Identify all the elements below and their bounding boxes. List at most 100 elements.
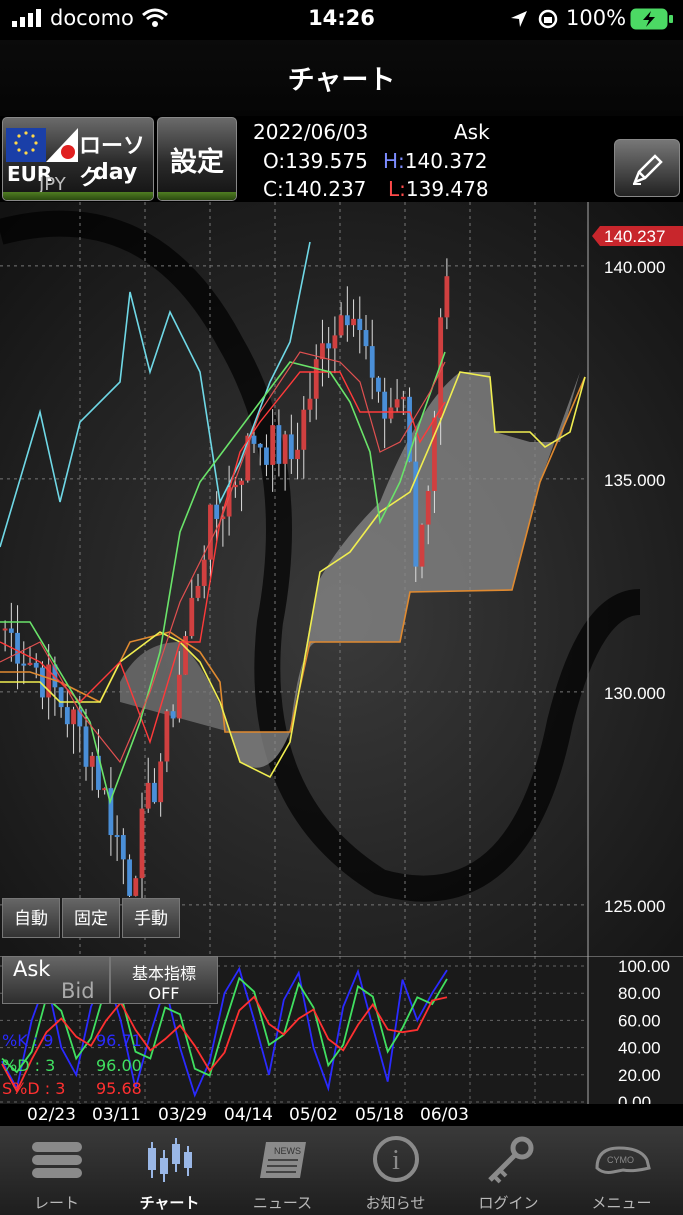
candle-body [407,396,412,462]
price-chart[interactable]: 140.237 140.000 135.000 130.000 125.000 [0,202,683,956]
candle-body [108,788,114,836]
tab-chart[interactable]: チャート [113,1126,226,1215]
chart-type-label: ローソク [79,134,146,191]
candle-body [120,835,126,860]
ask-label: Ask [13,957,51,981]
candle-body [307,398,313,410]
candle-body [21,663,27,666]
candle-body [351,318,356,326]
candle-body [295,449,300,460]
indicator-line [0,371,446,745]
candle-body [183,636,188,675]
candle-body [444,276,450,318]
fixed-scale-button[interactable]: 固定 [62,898,120,938]
date-tick: 03/29 [158,1105,207,1125]
stoch-k-value: 96.71 [96,1031,142,1050]
candle-body [58,687,64,708]
low-label: L: [388,177,406,201]
tab-news[interactable]: NEWS ニュース [226,1126,339,1215]
candle-body [77,709,83,727]
candle-body [127,859,132,896]
tab-label: ログイン [478,1194,539,1212]
rotation-lock-icon [537,9,559,29]
ask-bid-toggle[interactable]: Ask Bid [2,956,110,1004]
tab-login[interactable]: ログイン [452,1126,565,1215]
manual-scale-button[interactable]: 手動 [122,898,180,938]
tab-bar [0,1126,683,1215]
stoch-tick: 20.00 [618,1066,661,1085]
stoch-d-value: 96.00 [96,1056,142,1075]
price-tick: 125.000 [604,897,665,916]
date-tick: 06/03 [420,1105,469,1125]
tab-label: チャート [139,1194,200,1212]
nav-bar [0,40,683,116]
tab-info[interactable]: i お知らせ [339,1126,452,1215]
candle-body [201,559,207,586]
open-value: 139.575 [285,149,368,173]
high-label: H: [383,149,405,173]
candle-body [320,343,325,360]
current-price-badge: 140.237 [592,226,683,246]
candle-body [195,585,201,598]
settings-button[interactable]: 設定 [157,117,237,201]
cloud-area [230,372,580,768]
tab-menu[interactable]: CYMO メニュー [565,1126,678,1215]
candle-body [40,667,45,698]
indicator-line [0,351,446,764]
candle-body [158,761,164,803]
candle-body [264,447,269,465]
stoch-tick: 0.00 [618,1093,651,1106]
candle-body [376,377,381,392]
candle-body [114,835,120,838]
stoch-sd-value: 95.68 [96,1079,142,1098]
location-icon [510,10,528,28]
tab-label: メニュー [591,1194,652,1212]
stoch-axis: 100.00 80.00 60.00 40.00 20.00 0.00 [618,957,670,1106]
candle-body [176,674,182,719]
draw-tool-button[interactable] [614,139,680,197]
candle-body [338,315,344,336]
price-tick: 130.000 [604,684,665,703]
battery-icon [630,8,674,30]
date-tick: 05/02 [289,1105,338,1125]
candle-body [27,662,33,666]
current-price: 140.237 [604,227,665,246]
candle-body [96,755,101,790]
stoch-line [1,995,448,1094]
date-tick: 05/18 [355,1105,404,1125]
tab-rate[interactable]: レート [0,1126,113,1215]
indicator-line [0,241,311,548]
candle-body [208,504,213,560]
auto-scale-button[interactable]: 自動 [2,898,60,938]
candle-body [46,664,52,698]
candle-body [425,490,431,525]
candle-body [145,782,151,809]
stoch-tick: 40.00 [618,1039,661,1058]
battery-percent: 100% [566,6,627,30]
candle-body [152,782,157,803]
candle-body [400,396,406,400]
key-icon [488,1136,534,1184]
candle-body [419,524,425,567]
candle-body [432,417,437,491]
price-tick: 135.000 [604,471,665,490]
bid-label: Bid [61,979,95,1003]
button-accent [3,192,153,200]
candle-body [170,711,176,719]
chart-date: 2022/06/03 [253,120,369,144]
date-tick: 03/11 [92,1105,141,1125]
candle-body [33,662,39,668]
candle-body [357,318,363,331]
date-axis: 02/23 03/11 03/29 04/14 05/02 05/18 06/0… [0,1104,683,1126]
svg-text:CYMO: CYMO [607,1155,634,1165]
indicator-toggle[interactable]: 基本指標 OFF [110,956,218,1004]
indicator-label: 基本指標 [131,964,196,983]
candle-body [8,628,14,633]
candle-body [288,434,294,460]
carrier-name: docomo [50,6,134,30]
low-value: 139.478 [405,177,489,201]
candle-body [220,516,226,519]
candlestick-series [2,258,450,903]
currency-pair-button[interactable]: EUR JPY ローソク day [2,117,154,201]
date-tick: 04/14 [224,1105,273,1125]
